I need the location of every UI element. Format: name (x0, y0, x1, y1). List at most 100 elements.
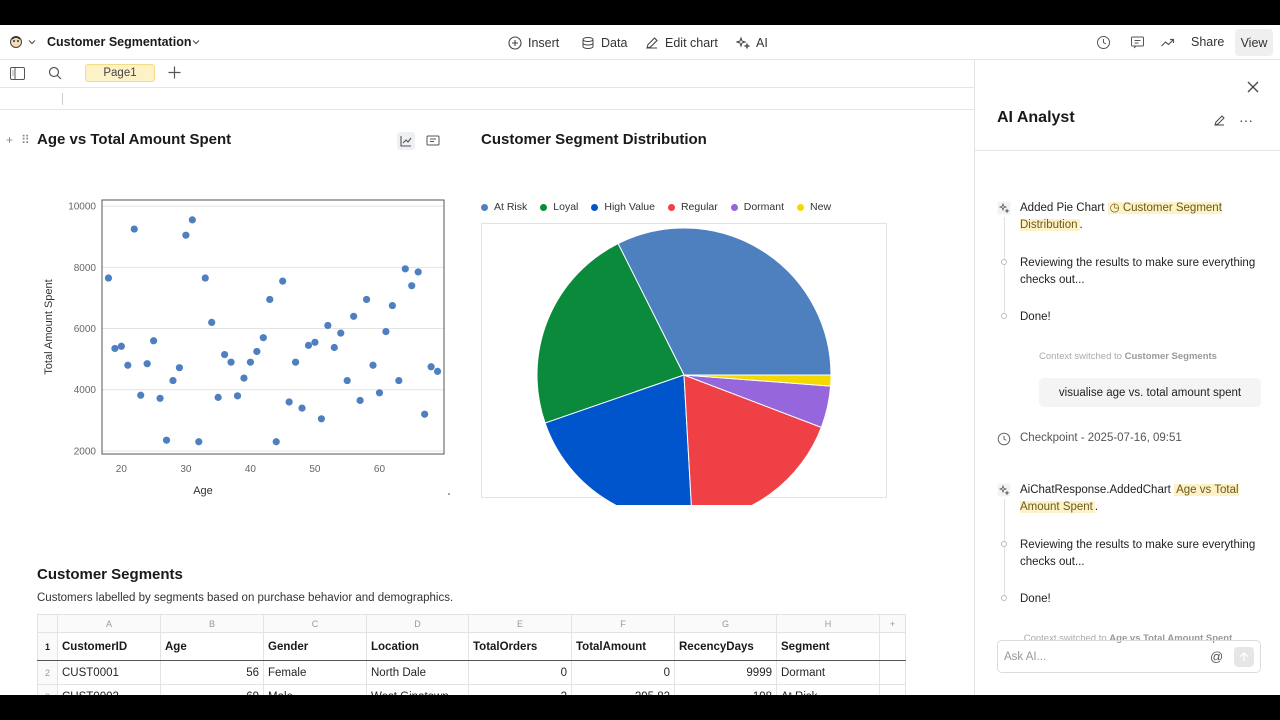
pie-slice[interactable] (683, 374, 822, 505)
table-cell[interactable]: 69 (160, 684, 264, 695)
scatter-point[interactable] (291, 358, 300, 366)
scatter-point[interactable] (175, 364, 184, 372)
checkpoint-label[interactable]: Checkpoint - 2025-07-16, 09:51 (1020, 432, 1182, 444)
pie-slice[interactable] (544, 374, 692, 505)
table-cell[interactable]: CUST0002 (57, 684, 161, 695)
column-header[interactable]: TotalOrders (468, 632, 572, 661)
search-icon[interactable] (48, 66, 62, 80)
drag-handle-icon[interactable]: ⠿ (21, 133, 30, 147)
table-cell[interactable]: 0 (468, 660, 572, 685)
table-cell[interactable]: 56 (160, 660, 264, 685)
column-header[interactable]: Gender (263, 632, 367, 661)
scatter-point[interactable] (156, 394, 164, 402)
scatter-point[interactable] (285, 398, 293, 406)
scatter-point[interactable] (337, 329, 345, 337)
scatter-point[interactable] (104, 274, 113, 282)
scatter-point[interactable] (388, 301, 396, 310)
scatter-point[interactable] (395, 376, 403, 385)
scatter-point[interactable] (362, 295, 371, 304)
mention-icon[interactable]: @ (1210, 649, 1224, 664)
history-icon[interactable] (1096, 35, 1111, 50)
scatter-point[interactable] (343, 376, 351, 385)
trend-icon[interactable] (1160, 35, 1175, 50)
legend-item[interactable]: Loyal (540, 201, 578, 213)
scatter-point[interactable] (137, 391, 145, 399)
table-cell[interactable]: 295.82 (571, 684, 675, 695)
column-header[interactable]: Segment (776, 632, 880, 661)
scatter-point[interactable] (259, 334, 267, 342)
column-letter[interactable]: B (160, 614, 264, 633)
legend-item[interactable]: Dormant (730, 201, 784, 213)
pie-slice[interactable] (536, 242, 685, 424)
scatter-point[interactable] (369, 361, 377, 369)
pie-slice[interactable] (617, 227, 832, 376)
table-cell[interactable]: Male (263, 684, 367, 695)
column-letter[interactable]: F (571, 614, 675, 633)
view-button[interactable]: View (1235, 29, 1273, 56)
legend-item[interactable]: At Risk (481, 201, 527, 213)
edit-chart-button[interactable]: Edit chart (645, 34, 718, 52)
share-button[interactable]: Share (1191, 35, 1225, 49)
checkpoint-icon[interactable] (997, 432, 1011, 446)
add-page-icon[interactable] (167, 65, 182, 80)
column-header[interactable]: Location (366, 632, 469, 661)
scatter-point[interactable] (169, 376, 177, 385)
scatter-point[interactable] (130, 225, 138, 233)
scatter-point[interactable] (356, 396, 364, 405)
scatter-point[interactable] (272, 438, 280, 446)
scatter-point[interactable] (350, 312, 358, 320)
pie-chart[interactable] (478, 195, 890, 505)
scatter-point[interactable] (221, 350, 229, 359)
document-emoji-icon[interactable] (9, 35, 23, 49)
scatter-point[interactable] (433, 367, 442, 375)
column-header[interactable]: CustomerID (57, 632, 161, 661)
scatter-point[interactable] (214, 393, 222, 401)
table-cell[interactable]: Dormant (776, 660, 880, 685)
scatter-point[interactable] (311, 338, 319, 346)
legend-item[interactable]: New (797, 201, 831, 213)
column-header[interactable]: RecencyDays (674, 632, 777, 661)
scatter-point[interactable] (240, 374, 248, 382)
scatter-point[interactable] (266, 295, 274, 304)
chevron-down-icon[interactable] (27, 37, 37, 47)
scatter-point[interactable] (233, 392, 242, 400)
scatter-point[interactable] (324, 321, 332, 330)
scatter-point[interactable] (421, 410, 429, 418)
table-cell[interactable]: North Dale (366, 660, 469, 685)
table-cell[interactable]: 2 (468, 684, 572, 695)
scatter-point[interactable] (427, 363, 435, 371)
sidebar-toggle-icon[interactable] (10, 67, 25, 80)
resize-handle-icon[interactable] (448, 489, 450, 495)
scatter-point[interactable] (317, 415, 325, 423)
scatter-point[interactable] (124, 361, 132, 369)
legend-item[interactable]: High Value (591, 201, 655, 213)
table-cell[interactable]: 0 (571, 660, 675, 685)
scatter-point[interactable] (227, 358, 235, 366)
scatter-point[interactable] (279, 277, 287, 285)
pie-slice[interactable] (683, 374, 832, 387)
comment-icon[interactable] (1130, 35, 1145, 50)
table-cell[interactable]: 9999 (674, 660, 777, 685)
add-block-icon[interactable]: + (6, 133, 14, 147)
column-letter[interactable]: D (366, 614, 469, 633)
table-cell[interactable]: Female (263, 660, 367, 685)
scatter-point[interactable] (330, 343, 338, 352)
scatter-point[interactable] (182, 231, 190, 239)
table-cell[interactable]: At Risk (776, 684, 880, 695)
ask-ai-input[interactable] (1004, 648, 1194, 666)
chart-comment-icon[interactable] (424, 132, 442, 150)
scatter-point[interactable] (375, 389, 384, 397)
ai-button[interactable]: AI (736, 34, 768, 52)
scatter-point[interactable] (253, 347, 261, 356)
column-letter[interactable]: C (263, 614, 367, 633)
legend-item[interactable]: Regular (667, 201, 718, 213)
add-column-button[interactable]: + (879, 614, 906, 633)
more-options-icon[interactable]: ··· (1239, 112, 1253, 128)
edit-icon[interactable] (1213, 114, 1226, 127)
close-icon[interactable] (1246, 80, 1260, 94)
table-cell[interactable]: CUST0001 (57, 660, 161, 685)
send-button[interactable] (1234, 647, 1254, 667)
scatter-point[interactable] (246, 358, 255, 366)
scatter-point[interactable] (304, 341, 313, 349)
chevron-down-icon[interactable] (191, 37, 201, 47)
